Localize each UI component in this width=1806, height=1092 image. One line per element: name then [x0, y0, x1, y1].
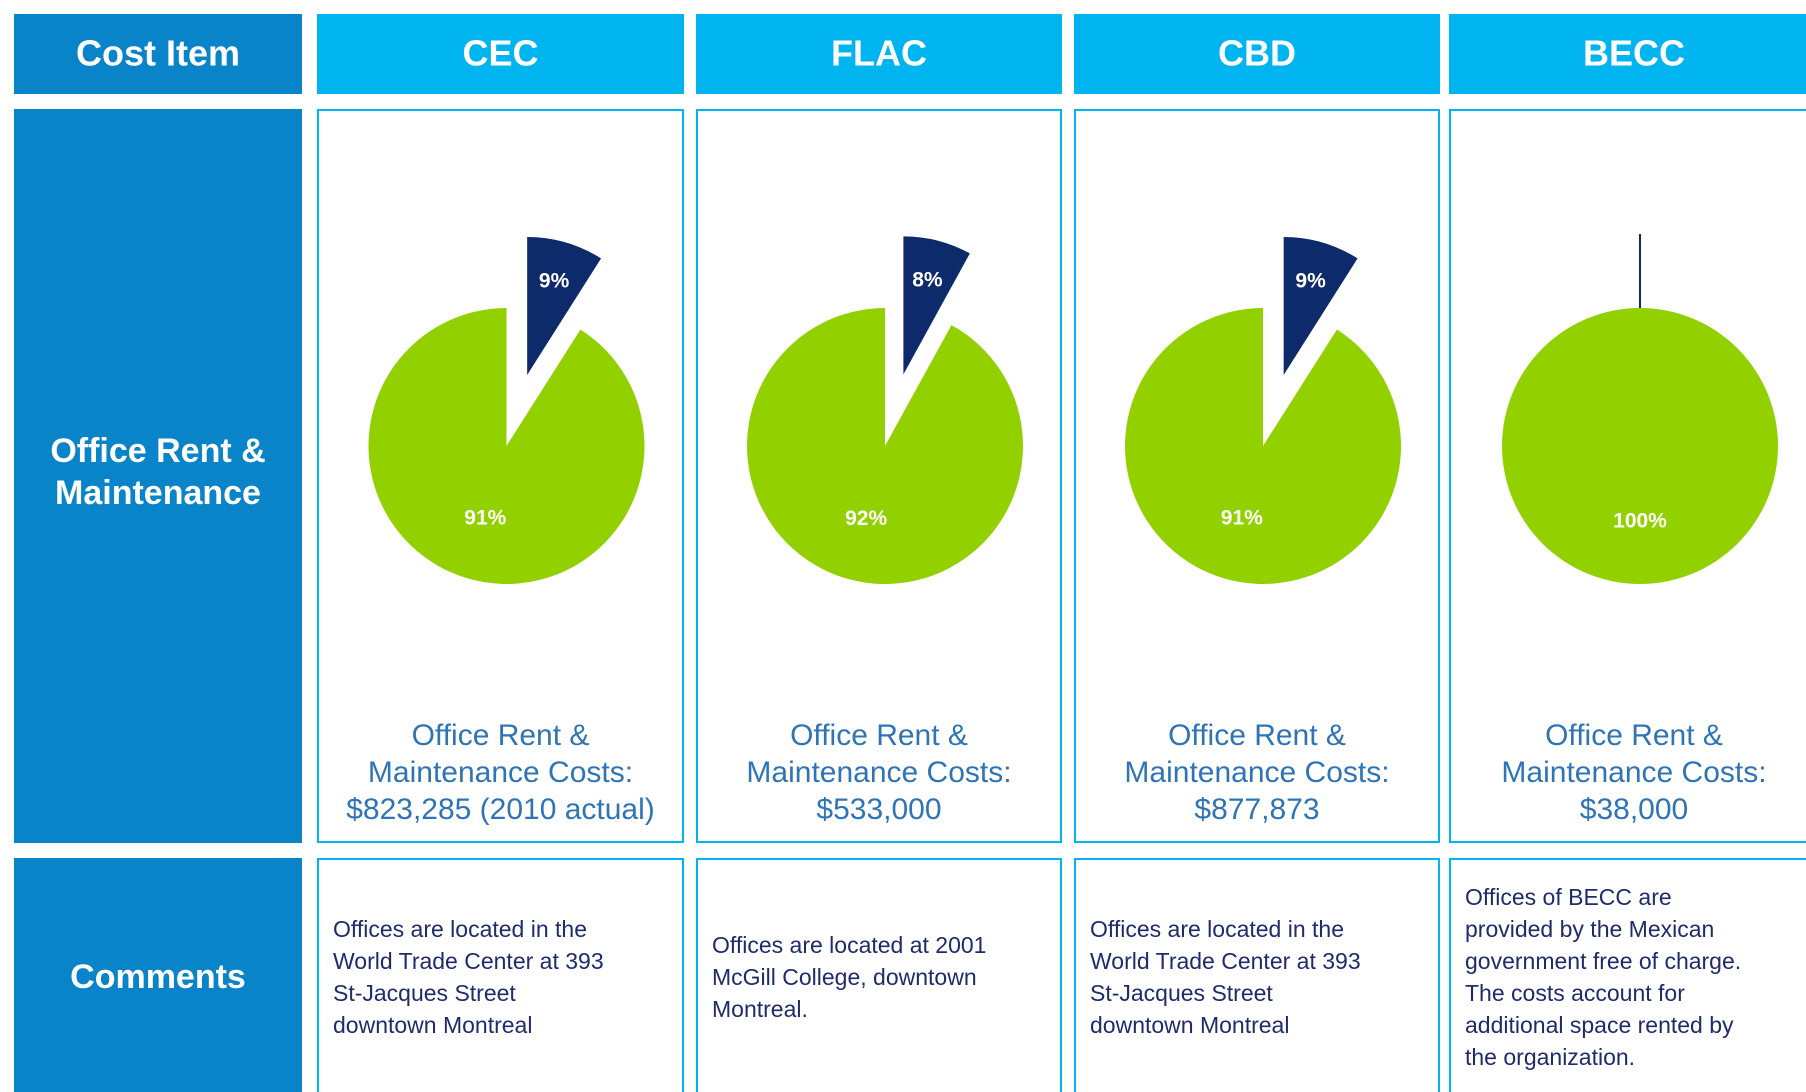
cost-text: Maintenance Costs: — [746, 756, 1011, 789]
row-label-cell — [14, 109, 302, 843]
cost-text: $823,285 (2010 actual) — [346, 793, 655, 826]
pie-slice — [1125, 308, 1401, 584]
comment-text: St-Jacques Street — [333, 980, 516, 1006]
cost-text: Office Rent & — [790, 719, 968, 752]
header-cell — [14, 14, 302, 94]
comment-text: The costs account for — [1465, 980, 1685, 1006]
comment-text: St-Jacques Street — [1090, 980, 1273, 1006]
comment-text: Montreal. — [712, 996, 808, 1022]
pie-label: 92% — [845, 507, 887, 530]
header-cell — [1449, 14, 1806, 94]
cost-text: Office Rent & — [1168, 719, 1346, 752]
header-text: CBD — [1218, 33, 1296, 74]
pie-slice — [368, 308, 645, 584]
header-cell — [317, 14, 684, 94]
row-label-cell — [14, 858, 302, 1092]
cell — [1449, 858, 1806, 1092]
row-label: Office Rent & — [50, 432, 265, 470]
comment-text: World Trade Center at 393 — [1090, 948, 1361, 974]
pie-label: 91% — [1221, 506, 1263, 529]
comment-text: McGill College, downtown — [712, 964, 977, 990]
pie-label: 9% — [1295, 270, 1326, 293]
pie-slice — [903, 236, 970, 375]
cost-text: Maintenance Costs: — [1501, 756, 1766, 789]
comment-text: provided by the Mexican — [1465, 916, 1714, 942]
cell — [1074, 858, 1440, 1092]
header-text: BECC — [1583, 33, 1685, 74]
cost-text: Maintenance Costs: — [1124, 756, 1389, 789]
header-text: FLAC — [831, 33, 927, 74]
pie-slice — [1283, 236, 1358, 375]
cost-text: $533,000 — [816, 793, 941, 826]
pie-slice — [1502, 308, 1778, 584]
cell — [696, 858, 1062, 1092]
cost-text: Office Rent & — [412, 719, 590, 752]
comment-text: Offices are located in the — [1090, 916, 1344, 942]
pie-slice — [747, 308, 1023, 584]
pie-label: 8% — [912, 268, 943, 291]
comment-text: downtown Montreal — [1090, 1012, 1289, 1038]
row-label: Comments — [70, 958, 246, 996]
comment-text: Offices are located in the — [333, 916, 587, 942]
pie-slice — [527, 236, 602, 375]
row-label: Maintenance — [55, 474, 261, 512]
cost-text: Office Rent & — [1545, 719, 1723, 752]
pie-label: 91% — [464, 506, 506, 529]
header-cell — [1074, 14, 1440, 94]
cost-text: $38,000 — [1580, 793, 1688, 826]
cost-text: $877,873 — [1194, 793, 1319, 826]
pie-label: 100% — [1613, 509, 1667, 532]
comment-text: Offices are located at 2001 — [712, 932, 986, 958]
comment-text: Offices of BECC are — [1465, 884, 1672, 910]
comment-text: government free of charge. — [1465, 948, 1741, 974]
header-text: Cost Item — [76, 33, 240, 74]
comment-text: additional space rented by — [1465, 1012, 1734, 1038]
comment-text: downtown Montreal — [333, 1012, 532, 1038]
cell — [317, 858, 684, 1092]
comment-text: the organization. — [1465, 1044, 1635, 1070]
cost-text: Maintenance Costs: — [368, 756, 633, 789]
header-cell — [696, 14, 1062, 94]
pie-label: 9% — [539, 270, 570, 293]
header-text: CEC — [462, 33, 538, 74]
comment-text: World Trade Center at 393 — [333, 948, 604, 974]
